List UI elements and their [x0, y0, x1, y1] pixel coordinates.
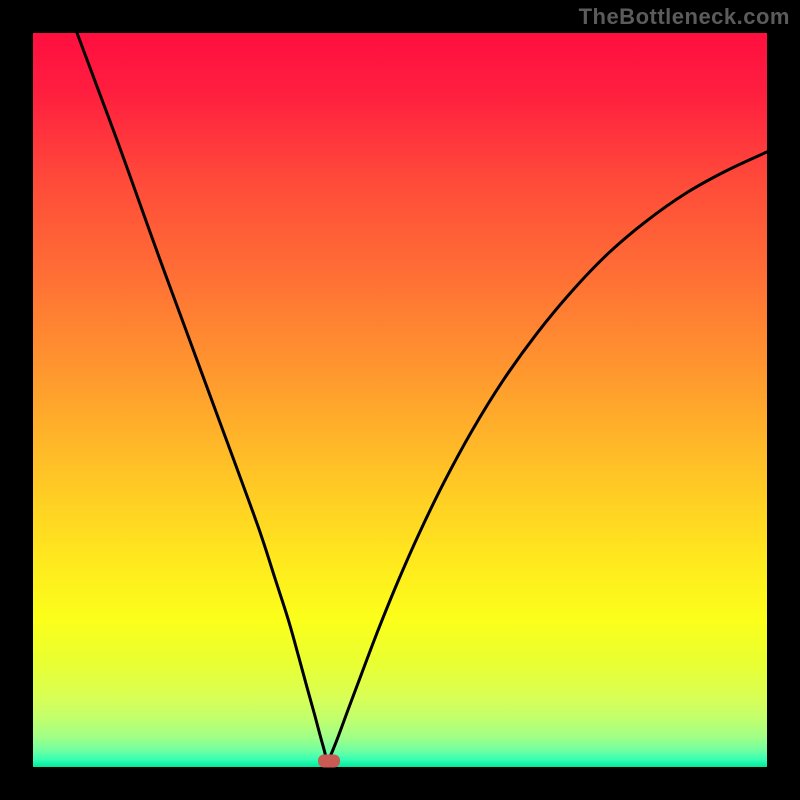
chart-canvas: TheBottleneck.com: [0, 0, 800, 800]
optimum-marker: [318, 755, 340, 768]
plot-area: [33, 33, 767, 767]
bottleneck-curve: [33, 33, 767, 767]
watermark-text: TheBottleneck.com: [579, 4, 790, 30]
